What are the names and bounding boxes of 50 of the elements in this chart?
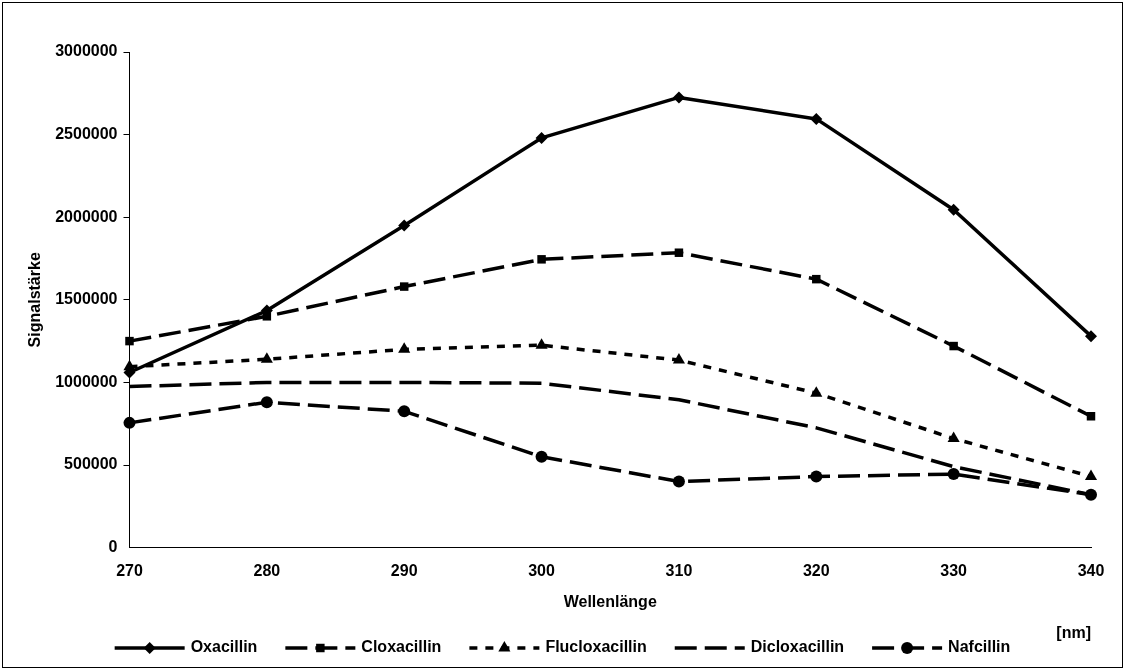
y-tick-label: 1000000 bbox=[55, 372, 118, 390]
point bbox=[535, 450, 548, 463]
y-tick-label: 500000 bbox=[64, 455, 118, 473]
point bbox=[674, 248, 684, 257]
x-tick-label: 280 bbox=[253, 561, 281, 579]
point bbox=[535, 131, 548, 144]
point bbox=[947, 431, 960, 443]
point bbox=[398, 219, 411, 232]
point bbox=[398, 342, 411, 353]
point bbox=[947, 203, 960, 216]
point bbox=[537, 255, 546, 264]
legend-label: Cloxacillin bbox=[361, 638, 442, 656]
legend-label: Oxacillin bbox=[190, 638, 258, 656]
point bbox=[810, 386, 823, 397]
x-tick-label: 330 bbox=[940, 561, 968, 579]
point bbox=[1084, 469, 1098, 481]
legend-label: Flucloxacillin bbox=[545, 638, 647, 656]
point bbox=[672, 475, 685, 488]
x-tick-label: 320 bbox=[802, 561, 830, 579]
point bbox=[1085, 330, 1097, 343]
point bbox=[810, 470, 823, 483]
point bbox=[949, 341, 958, 351]
point bbox=[810, 112, 823, 125]
x-tick-label: 300 bbox=[528, 561, 556, 579]
y-tick-label: 2000000 bbox=[55, 207, 118, 225]
point bbox=[1086, 412, 1096, 421]
x-tick-label: 290 bbox=[390, 561, 418, 579]
legend-label: Nafcillin bbox=[948, 638, 1011, 656]
x-tick-label: 310 bbox=[665, 561, 693, 579]
point bbox=[123, 416, 136, 429]
point bbox=[535, 338, 548, 349]
y-tick-label: 0 bbox=[108, 538, 118, 556]
text: [nm] bbox=[1056, 624, 1091, 642]
x-axis-title: Wellenlänge bbox=[563, 592, 657, 610]
point bbox=[125, 336, 134, 346]
x-tick-label: 340 bbox=[1077, 561, 1105, 579]
point bbox=[947, 468, 960, 481]
point bbox=[812, 274, 821, 284]
y-tick-label: 3000000 bbox=[55, 42, 118, 60]
legend-label: Dicloxacillin bbox=[750, 638, 845, 656]
y-axis-title: Signalstärke bbox=[26, 252, 44, 348]
point bbox=[398, 405, 411, 418]
point bbox=[260, 352, 273, 363]
point bbox=[672, 91, 685, 104]
point bbox=[672, 353, 685, 364]
y-tick-label: 2500000 bbox=[55, 125, 118, 143]
x-tick-label: 270 bbox=[116, 561, 143, 579]
point bbox=[399, 282, 409, 291]
point bbox=[260, 396, 273, 409]
y-tick-label: 1500000 bbox=[55, 290, 118, 308]
